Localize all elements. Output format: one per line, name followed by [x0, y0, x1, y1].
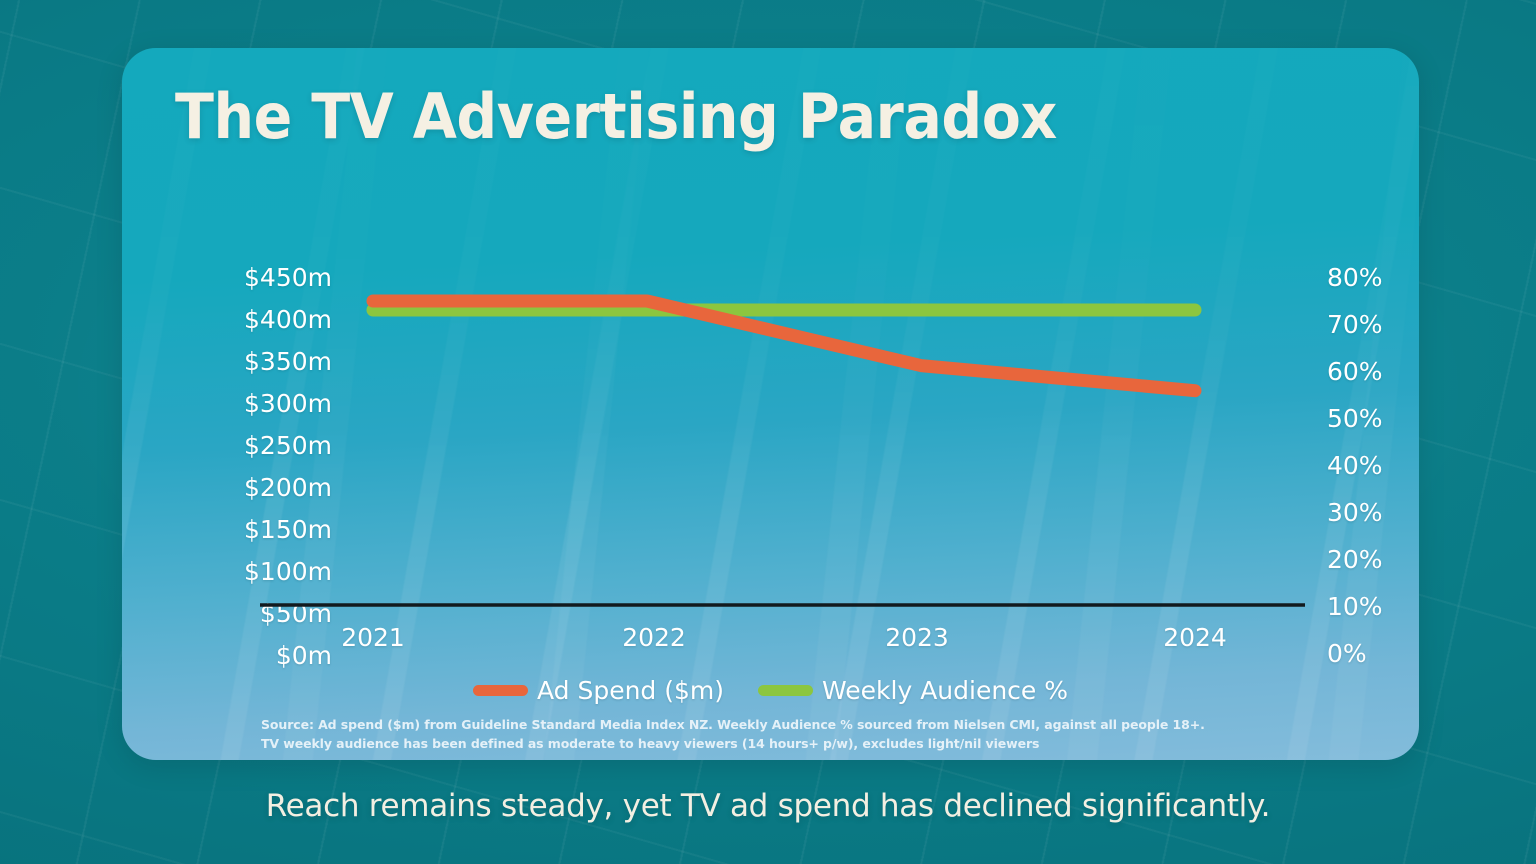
legend-item-ad-spend[interactable]: Ad Spend ($m) — [472, 676, 725, 705]
left-axis-tick-200: $200m — [244, 473, 332, 502]
legend-label-ad-spend: Ad Spend ($m) — [536, 676, 725, 705]
slide-caption: Reach remains steady, yet TV ad spend ha… — [265, 788, 1271, 824]
chart-legend: Ad Spend ($m) Weekly Audience % — [122, 676, 1419, 705]
source-note-line-2: TV weekly audience has been defined as m… — [261, 735, 1040, 751]
series-line-ad-spend — [366, 294, 1202, 398]
right-axis-tick-40: 40% — [1327, 451, 1383, 480]
legend-swatch-icon-weekly-audience — [758, 685, 814, 696]
left-axis-tick-250: $250m — [244, 431, 332, 460]
legend-item-weekly-audience[interactable]: Weekly Audience % — [758, 676, 1068, 705]
right-axis-tick-80: 80% — [1327, 263, 1383, 292]
source-note-line-1: Source: Ad spend ($m) from Guideline Sta… — [261, 717, 1205, 732]
right-axis-tick-0: 0% — [1327, 639, 1367, 668]
chart-card: The TV Advertising Paradox $450m $400m $… — [122, 48, 1419, 760]
left-axis-tick-0: $0m — [275, 641, 332, 670]
left-axis-tick-300: $300m — [244, 389, 332, 418]
x-axis-tick-2021: 2021 — [341, 623, 405, 652]
x-axis-tick-2022: 2022 — [622, 623, 686, 652]
right-axis-tick-30: 30% — [1327, 498, 1383, 527]
left-axis-tick-450: $450m — [244, 263, 332, 292]
right-axis-tick-20: 20% — [1327, 545, 1383, 574]
left-axis-tick-350: $350m — [244, 347, 332, 376]
right-axis-tick-50: 50% — [1327, 404, 1383, 433]
chart-plot-area: $450m $400m $350m $300m $250m $200m $150… — [122, 48, 1419, 760]
x-axis-tick-2024: 2024 — [1163, 623, 1227, 652]
right-axis-tick-10: 10% — [1327, 592, 1383, 621]
source-note: Source: Ad spend ($m) from Guideline Sta… — [261, 716, 1205, 754]
right-axis-tick-60: 60% — [1327, 357, 1383, 386]
left-axis-tick-100: $100m — [244, 557, 332, 586]
x-axis-tick-2023: 2023 — [885, 623, 949, 652]
left-axis-tick-400: $400m — [244, 305, 332, 334]
left-axis-tick-150: $150m — [244, 515, 332, 544]
legend-swatch-icon-ad-spend — [472, 685, 528, 696]
chart-svg — [260, 294, 1305, 607]
page-title: The TV Advertising Paradox — [175, 80, 1057, 153]
right-axis-tick-70: 70% — [1327, 310, 1383, 339]
legend-label-weekly-audience: Weekly Audience % — [822, 676, 1069, 705]
